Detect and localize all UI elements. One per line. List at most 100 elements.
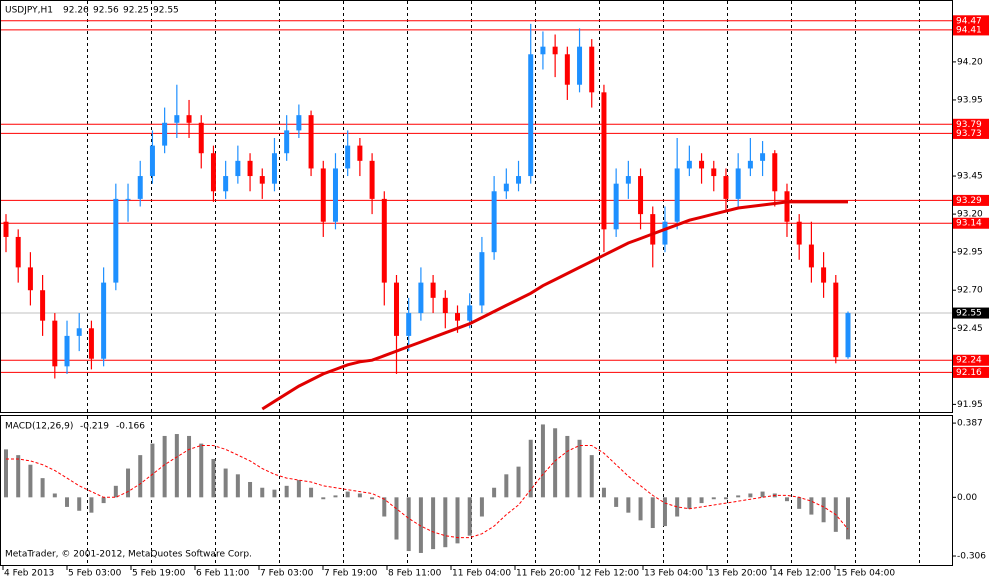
macd-bar bbox=[394, 497, 399, 540]
macd-bar bbox=[601, 487, 606, 498]
time-grid bbox=[87, 1, 920, 565]
candle-body bbox=[40, 290, 46, 321]
moving-average bbox=[261, 200, 848, 411]
macd-bar bbox=[16, 455, 21, 498]
candle-body bbox=[186, 115, 192, 123]
macd-bar bbox=[516, 466, 521, 498]
candle-body bbox=[747, 160, 753, 169]
candle-body bbox=[625, 176, 631, 184]
x-tick-label: 8 Feb 11:00 bbox=[388, 569, 442, 579]
macd-bar bbox=[540, 424, 545, 498]
level-label-bg bbox=[953, 15, 989, 27]
macd-bar bbox=[711, 497, 716, 500]
candle-body bbox=[430, 282, 436, 298]
macd-bar bbox=[40, 478, 45, 498]
candle-body bbox=[796, 221, 802, 245]
candle-body bbox=[833, 282, 839, 358]
candle-body bbox=[516, 176, 522, 184]
macd-bar bbox=[309, 487, 314, 498]
candle-body bbox=[491, 191, 497, 253]
header-value: 92.25 bbox=[123, 6, 149, 16]
candle-body bbox=[467, 305, 473, 321]
level-label: 93.73 bbox=[956, 129, 982, 139]
candle-body bbox=[699, 160, 705, 169]
y-tick-label: 94.20 bbox=[957, 57, 983, 67]
macd-bar bbox=[260, 487, 265, 498]
candle-body bbox=[113, 198, 119, 283]
macd-bar bbox=[638, 497, 643, 521]
level-label: 93.29 bbox=[956, 196, 982, 206]
candle-body bbox=[662, 221, 668, 245]
macd-bar bbox=[52, 493, 57, 498]
macd-bar bbox=[150, 443, 155, 498]
x-tick-label: 11 Feb 20:00 bbox=[516, 569, 575, 579]
macd-bar bbox=[138, 455, 143, 498]
candle-body bbox=[174, 115, 180, 123]
macd-bar bbox=[235, 474, 240, 498]
candle-body bbox=[296, 115, 302, 131]
macd-panel-frame bbox=[0, 415, 953, 566]
candle-body bbox=[210, 153, 216, 192]
x-tick-label: 13 Feb 04:00 bbox=[644, 569, 703, 579]
price-panel-frame bbox=[0, 0, 953, 413]
x-tick-label: 14 Feb 12:00 bbox=[772, 569, 831, 579]
candle-body bbox=[332, 168, 338, 222]
candle-body bbox=[345, 145, 351, 169]
candle-body bbox=[137, 176, 143, 199]
header-value: 92.56 bbox=[93, 6, 119, 16]
y-tick-label: 93.95 bbox=[957, 95, 983, 105]
candle-body bbox=[381, 198, 387, 283]
y-tick-label: 0.387 bbox=[957, 419, 983, 429]
macd-bar bbox=[89, 497, 94, 513]
macd-bar bbox=[528, 439, 533, 498]
candle-body bbox=[808, 244, 814, 268]
macd-bar bbox=[492, 487, 497, 498]
macd-bar bbox=[577, 439, 582, 498]
level-label-bg bbox=[953, 217, 989, 229]
candle-body bbox=[552, 46, 558, 55]
macd-bar bbox=[467, 497, 472, 536]
candle-body bbox=[613, 183, 619, 230]
x-tick-label: 12 Feb 12:00 bbox=[580, 569, 639, 579]
candle-body bbox=[455, 313, 461, 321]
candle-body bbox=[601, 92, 607, 230]
macd-bar bbox=[821, 497, 826, 523]
macd-bar bbox=[406, 497, 411, 552]
level-label: 94.47 bbox=[956, 16, 982, 26]
header-value: 92.26 bbox=[63, 6, 89, 16]
candle-body bbox=[686, 160, 692, 169]
candle-body bbox=[162, 122, 168, 146]
macd-bar bbox=[126, 468, 131, 498]
copyright: MetaTrader, © 2001-2012, MetaQuotes Soft… bbox=[5, 550, 252, 560]
macd-bar bbox=[65, 497, 70, 507]
macd-bar bbox=[296, 480, 301, 498]
candle-body bbox=[15, 236, 21, 268]
level-label: 92.24 bbox=[956, 356, 982, 366]
candle-body bbox=[442, 297, 448, 314]
candle-body bbox=[577, 46, 583, 85]
macd-bar bbox=[589, 455, 594, 498]
macd-bar bbox=[418, 497, 423, 553]
macd-bar bbox=[211, 458, 216, 498]
current-price-label: 92.55 bbox=[956, 309, 982, 319]
candle-body bbox=[27, 267, 33, 291]
candle-body bbox=[479, 252, 485, 306]
macd-bar bbox=[479, 497, 484, 517]
header-value: 92.55 bbox=[153, 6, 179, 16]
macd-bar bbox=[809, 497, 814, 515]
candle-body bbox=[101, 282, 107, 359]
candle-body bbox=[674, 168, 680, 222]
macd-title: MACD(12,26,9) bbox=[5, 422, 73, 432]
x-tick-label: 4 Feb 2013 bbox=[4, 569, 54, 579]
macd-bar bbox=[553, 428, 558, 498]
x-tick-label: 5 Feb 03:00 bbox=[68, 569, 122, 579]
candle-body bbox=[393, 282, 399, 336]
macd-bar bbox=[113, 485, 118, 498]
macd-bar bbox=[797, 497, 802, 509]
macd-bar bbox=[199, 443, 204, 498]
macd-bar bbox=[77, 497, 82, 511]
level-label-bg bbox=[953, 24, 989, 36]
x-tick-label: 5 Feb 19:00 bbox=[132, 569, 186, 579]
candle-body bbox=[357, 145, 363, 161]
